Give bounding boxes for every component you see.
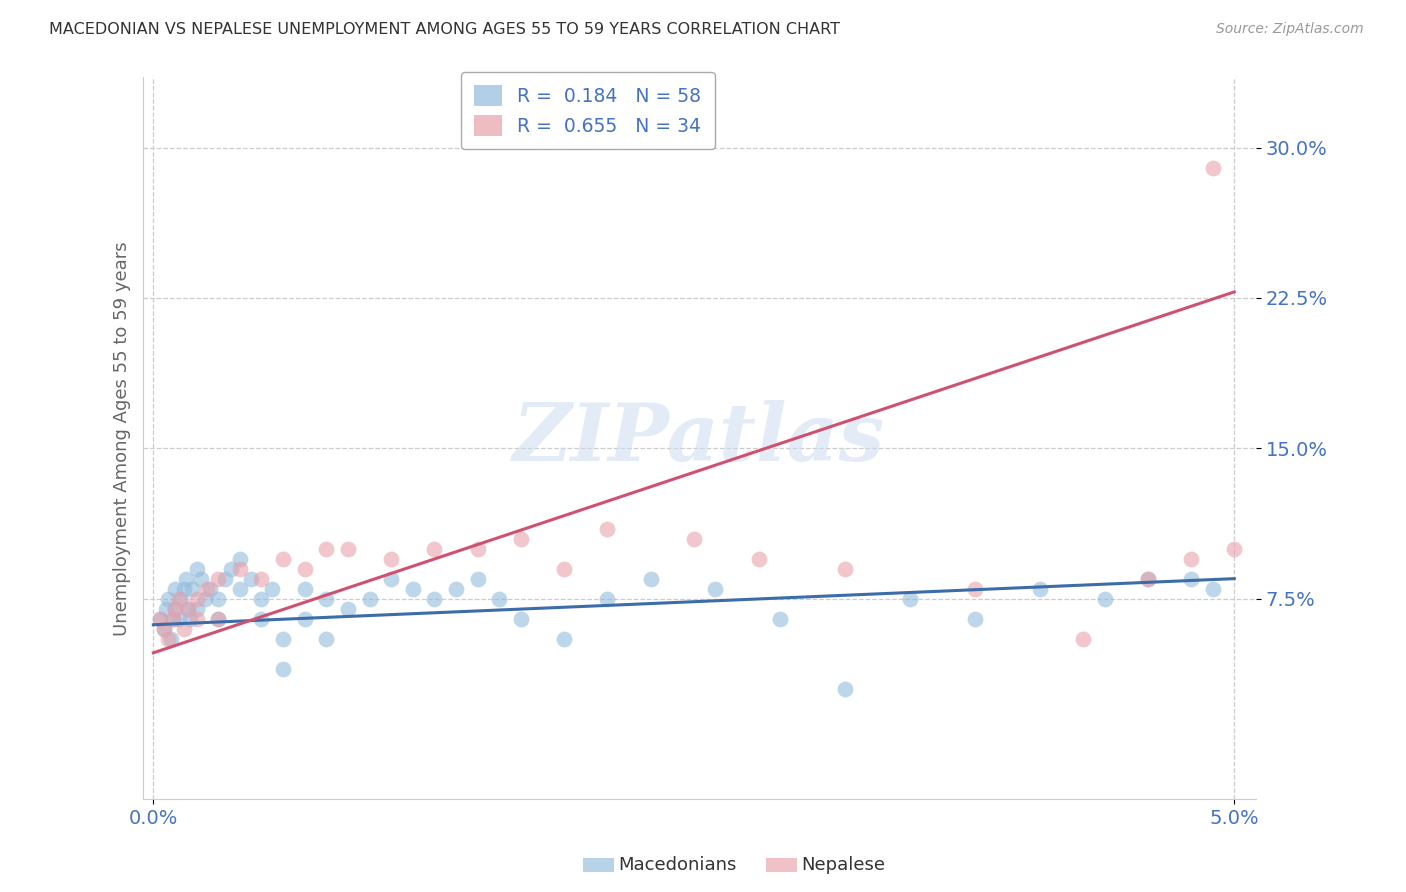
Point (197, 582, 219, 596)
Point (250, 591, 273, 606)
Point (179, 612, 201, 626)
Point (1201, 582, 1223, 596)
Point (444, 582, 467, 596)
Point (336, 541, 359, 556)
Point (1180, 572, 1202, 586)
Point (748, 551, 770, 566)
Point (467, 572, 489, 586)
Point (402, 582, 425, 596)
Point (294, 582, 316, 596)
Point (1136, 572, 1159, 586)
Point (963, 612, 986, 626)
Point (336, 601, 359, 615)
Point (1136, 572, 1159, 586)
Point (380, 551, 402, 566)
Text: MACEDONIAN VS NEPALESE UNEMPLOYMENT AMONG AGES 55 TO 59 YEARS CORRELATION CHART: MACEDONIAN VS NEPALESE UNEMPLOYMENT AMON… (49, 22, 841, 37)
Point (194, 591, 217, 606)
Legend: R =  0.184   N = 58, R =  0.655   N = 34: R = 0.184 N = 58, R = 0.655 N = 34 (461, 72, 714, 149)
Point (149, 612, 172, 626)
Point (1180, 551, 1202, 566)
Point (553, 632, 575, 646)
Point (181, 582, 204, 596)
Point (229, 582, 252, 596)
Point (509, 532, 531, 546)
Point (315, 632, 337, 646)
Point (596, 591, 619, 606)
Point (704, 582, 727, 596)
Point (380, 572, 402, 586)
Y-axis label: Unemployment Among Ages 55 to 59 years: Unemployment Among Ages 55 to 59 years (114, 241, 131, 636)
Text: Macedonians: Macedonians (619, 856, 737, 874)
Point (186, 561, 208, 575)
Point (207, 591, 229, 606)
Point (963, 582, 986, 596)
Point (159, 632, 181, 646)
Point (190, 572, 212, 586)
Point (155, 601, 177, 615)
Point (250, 612, 273, 626)
Point (186, 591, 208, 606)
Point (163, 601, 186, 615)
Point (177, 601, 200, 615)
Point (271, 662, 294, 676)
Point (169, 612, 191, 626)
Point (173, 622, 195, 636)
Point (163, 582, 186, 596)
Point (509, 612, 531, 626)
Point (294, 612, 316, 626)
Point (315, 591, 337, 606)
Point (169, 591, 191, 606)
Point (219, 561, 242, 575)
Point (1223, 541, 1246, 556)
Point (157, 632, 180, 646)
Point (271, 632, 294, 646)
Point (170, 591, 193, 606)
Point (834, 681, 856, 696)
Point (271, 551, 294, 566)
Point (640, 572, 662, 586)
Point (186, 601, 208, 615)
Point (467, 541, 489, 556)
Point (162, 612, 184, 626)
Point (553, 561, 575, 575)
Point (207, 612, 229, 626)
Point (153, 622, 176, 636)
Point (1094, 591, 1116, 606)
Point (163, 601, 186, 615)
Point (174, 572, 197, 586)
Point (262, 582, 284, 596)
Point (157, 591, 180, 606)
Point (1071, 632, 1094, 646)
Point (186, 612, 208, 626)
Point (596, 522, 619, 536)
Point (149, 612, 172, 626)
Point (294, 561, 316, 575)
Point (173, 582, 195, 596)
Point (250, 572, 273, 586)
Point (1028, 582, 1050, 596)
Point (207, 612, 229, 626)
Point (769, 612, 792, 626)
Point (898, 591, 921, 606)
Point (162, 612, 184, 626)
Point (214, 572, 236, 586)
Point (177, 601, 200, 615)
Point (682, 532, 704, 546)
Point (207, 572, 229, 586)
Point (229, 561, 252, 575)
Point (239, 572, 262, 586)
Point (359, 591, 381, 606)
Point (423, 591, 446, 606)
Point (198, 582, 221, 596)
Text: Source: ZipAtlas.com: Source: ZipAtlas.com (1216, 22, 1364, 37)
Text: ZIPatlas: ZIPatlas (513, 400, 886, 477)
Point (834, 561, 856, 575)
Point (153, 622, 176, 636)
Point (423, 541, 446, 556)
Point (315, 541, 337, 556)
Point (1201, 161, 1223, 175)
Text: Nepalese: Nepalese (801, 856, 886, 874)
Point (229, 551, 252, 566)
Point (488, 591, 510, 606)
